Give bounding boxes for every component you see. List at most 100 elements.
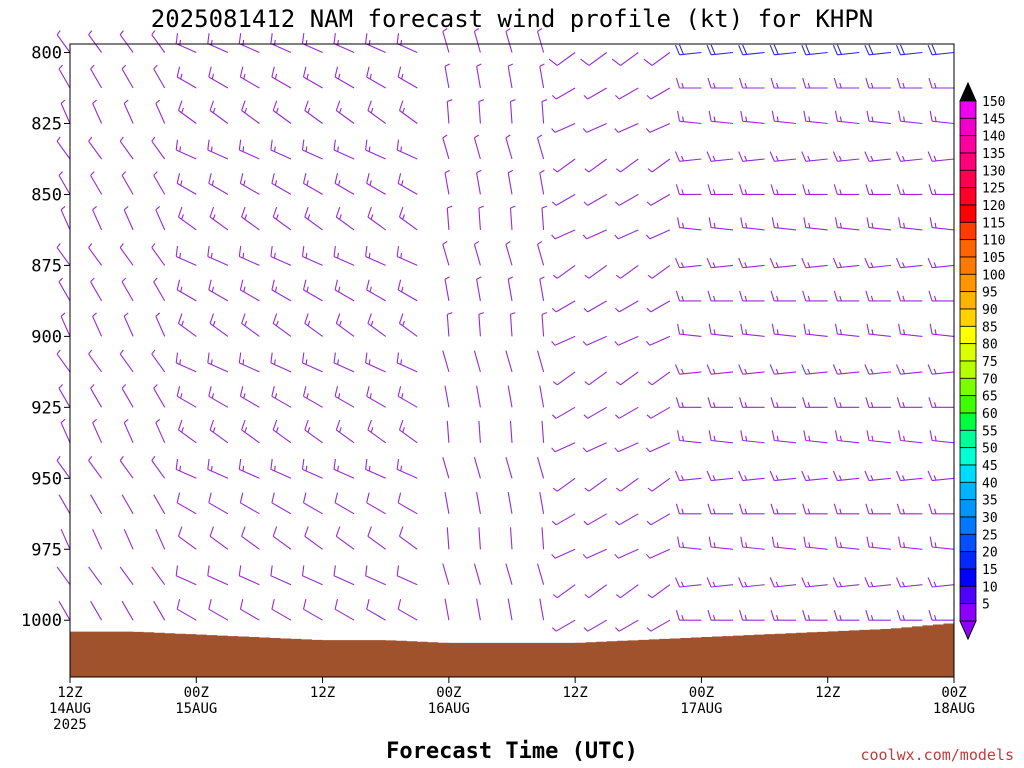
x-tick-label: 17AUG [680, 701, 722, 717]
wind-barb [153, 277, 166, 302]
wind-barb [304, 419, 323, 444]
wind-barb [367, 526, 387, 550]
wind-barb [615, 87, 639, 100]
wind-barb [442, 563, 450, 585]
wind-barb [333, 246, 355, 266]
wind-barb [769, 364, 797, 375]
colorbar-swatch [959, 481, 977, 501]
wind-barb [177, 419, 197, 444]
wind-barb [208, 279, 229, 302]
wind-barb [708, 430, 734, 444]
wind-barb [272, 419, 292, 444]
wind-barb [536, 134, 545, 160]
surface-terrain [70, 623, 954, 677]
wind-barb [396, 246, 418, 266]
wind-barb [551, 229, 576, 240]
plot-area [56, 28, 955, 678]
colorbar-label: 110 [982, 234, 1005, 249]
wind-barb [584, 158, 608, 173]
wind-barb [301, 458, 323, 479]
wind-barb [476, 63, 482, 89]
wind-barb [446, 205, 453, 230]
wind-barb [207, 565, 229, 586]
colorbar-swatch [959, 291, 977, 310]
wind-barb [88, 566, 103, 586]
wind-barb [60, 205, 71, 231]
wind-barb [270, 139, 292, 160]
colorbar-label: 60 [982, 407, 998, 422]
wind-barb [209, 526, 229, 550]
y-tick-label: 875 [31, 256, 62, 276]
wind-barb [367, 206, 387, 231]
wind-barb [646, 87, 671, 100]
y-tick-label: 900 [31, 327, 62, 347]
wind-barb [707, 184, 733, 195]
wind-barb [615, 264, 639, 279]
wind-barb [865, 184, 891, 195]
wind-barb [396, 458, 418, 479]
wind-barb [801, 44, 828, 56]
wind-barb [898, 217, 923, 231]
wind-barb [584, 477, 608, 492]
wind-barb [175, 352, 197, 373]
wind-barb [505, 28, 513, 53]
wind-barb [929, 323, 955, 337]
wind-barb [927, 44, 955, 56]
wind-barb [238, 352, 260, 373]
colorbar-swatch [959, 152, 977, 171]
colorbar-label: 125 [982, 182, 1005, 197]
wind-barb [442, 350, 450, 373]
x-tick-label: 14AUG [49, 701, 91, 717]
wind-barb [271, 173, 292, 195]
wind-barb [446, 420, 450, 443]
colorbar-bottom-arrow [959, 620, 977, 641]
wind-barb [476, 276, 482, 301]
wind-barb [176, 598, 197, 621]
wind-barb [739, 610, 765, 621]
wind-barb [56, 566, 71, 586]
wind-barb [175, 565, 197, 586]
wind-barb [505, 240, 513, 266]
wind-barb [121, 277, 134, 302]
wind-barb [334, 279, 355, 302]
wind-barb [207, 246, 229, 266]
wind-barb [507, 276, 514, 301]
x-tick-label: 12Z [815, 685, 840, 701]
colorbar-label: 145 [982, 112, 1005, 127]
wind-barb [677, 536, 702, 550]
wind-barb [832, 364, 860, 375]
wind-barb [58, 171, 71, 195]
wind-barb [769, 257, 797, 269]
wind-barb [802, 397, 828, 408]
wind-barb [444, 492, 450, 514]
x-tick-label: 15AUG [175, 701, 217, 717]
wind-barb [208, 386, 229, 408]
wind-barb [548, 52, 576, 66]
wind-barb [302, 279, 323, 302]
wind-barb [802, 77, 828, 89]
wind-barb [615, 406, 639, 419]
wind-barb [551, 548, 576, 559]
wind-barb [367, 419, 387, 444]
wind-barb [927, 151, 955, 162]
colorbar-label: 45 [982, 459, 998, 474]
wind-barb [615, 193, 639, 206]
wind-barb [738, 364, 765, 375]
wind-barb [929, 217, 955, 231]
wind-barb [56, 455, 71, 479]
wind-barb [707, 610, 733, 621]
wind-barb [88, 455, 103, 479]
wind-barb [674, 577, 702, 588]
wind-barb [645, 122, 671, 133]
wind-barb [675, 610, 702, 621]
wind-barb [706, 257, 734, 269]
wind-barb [88, 136, 103, 160]
wind-barb [478, 205, 484, 230]
wind-barb [536, 28, 545, 53]
wind-barb [801, 257, 828, 269]
wind-barb [895, 470, 923, 482]
wind-barb [444, 598, 450, 621]
colorbar-label: 30 [982, 511, 998, 526]
wind-barb [92, 528, 103, 550]
wind-barb [90, 384, 103, 408]
